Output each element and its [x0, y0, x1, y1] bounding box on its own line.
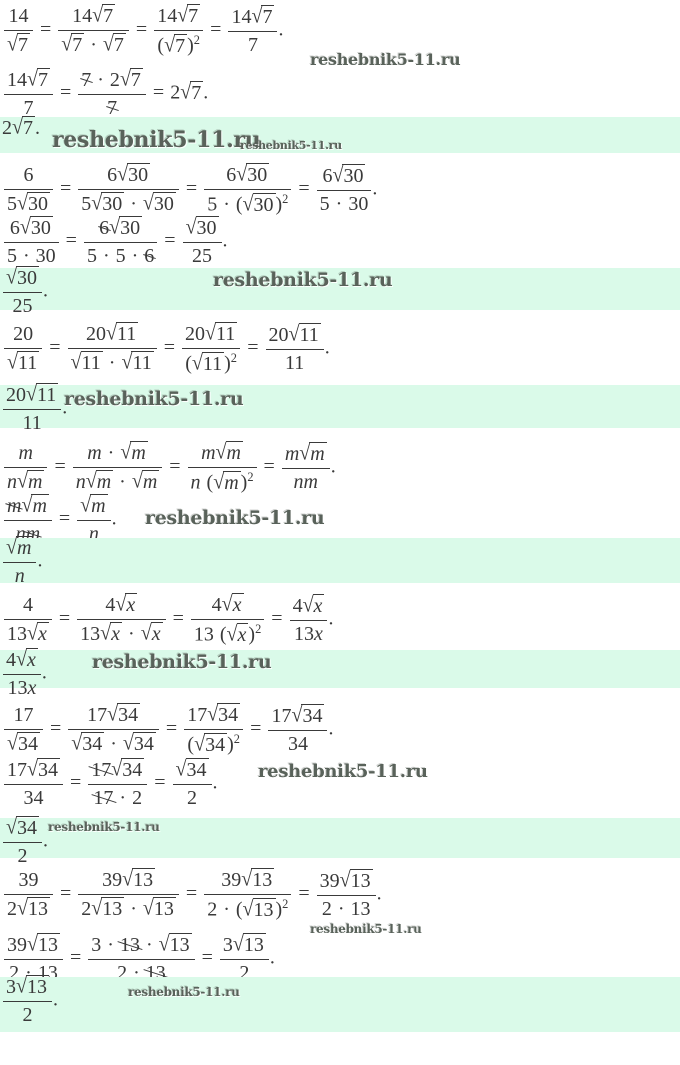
answer-bar: √34 2.	[0, 816, 680, 867]
watermark: reshebnik5-11.ru	[92, 651, 272, 673]
solution-step: 14 √7 = 14√7 √7 · √7 = 14√7 (√7)2 = 14√7 7.	[3, 4, 283, 58]
solution-step: 39 2√13 = 39√13 2√13 · √13 = 39√13 2 · (√13…	[3, 868, 382, 922]
answer: √34 2.	[2, 816, 48, 868]
solution-step: 4 13√x = 4√x 13√x · √x = 4√x 13 (√x)2 = 4√x…	[3, 593, 333, 647]
solution-step: 17√34 34 = 17√34 17 · 2 = √34 2.	[3, 758, 218, 810]
solution-step: m n√m = m · √m n√m · √m = m√m n (√m)2 = m√m…	[3, 441, 336, 495]
watermark: reshebnik5-11.ru	[310, 50, 461, 69]
answer: √m n.	[2, 536, 42, 588]
answer-bar: √m n.	[0, 536, 680, 587]
solution-step: 6 5√30 = 6√30 5√30 · √30 = 6√30 5 · (√30)2 …	[3, 163, 377, 217]
watermark: reshebnik5-11.ru	[310, 922, 422, 936]
watermark: reshebnik5-11.ru	[258, 761, 428, 782]
solution-step: 6√30 5 · 30 = 6√30 5 · 5 · 6 = √30 25.	[3, 216, 228, 268]
answer-bar: 2√7.	[0, 115, 680, 153]
watermark: reshebnik5-11.ru	[240, 139, 342, 152]
solution-step: 20 √11 = 20√11 √11 · √11 = 20√11 (√11)2 = 2…	[3, 322, 330, 376]
answer-bar: 4√x 13x.	[0, 648, 680, 699]
answer: 4√x 13x.	[2, 648, 47, 700]
watermark: reshebnik5-11.ru	[64, 388, 244, 410]
watermark: reshebnik5-11.ru	[213, 269, 393, 291]
watermark: reshebnik5-11.ru	[48, 820, 160, 834]
watermark: reshebnik5-11.ru	[145, 507, 325, 529]
answer-bar: √30 25.	[0, 266, 680, 317]
answer-bar: 3√13 2.	[0, 975, 680, 1032]
solution-step: 14√7 7 = 7 · 2√7 7 = 2√7.	[3, 68, 208, 120]
watermark: reshebnik5-11.ru	[128, 985, 240, 999]
answer: 20√11 11.	[2, 383, 67, 435]
answer: √30 25.	[2, 266, 48, 318]
solution-step: m√m nm = √m n.	[3, 494, 117, 546]
answer-bar: 20√11 11.	[0, 383, 680, 434]
answer: 3√13 2.	[2, 975, 58, 1027]
answer: 2√7.	[2, 115, 40, 139]
solution-step: 17 √34 = 17√34 √34 · √34 = 17√34 (√34)2 = 1…	[3, 703, 333, 757]
watermark: reshebnik5-11.ru	[52, 127, 261, 153]
